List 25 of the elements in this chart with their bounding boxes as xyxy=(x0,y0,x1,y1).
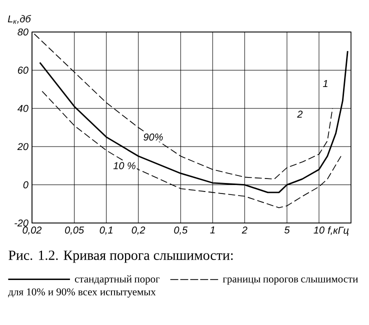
annotation: 10 % xyxy=(113,162,136,170)
x-tick-label: 2 xyxy=(242,226,248,234)
y-axis-title: L$_{к}$,дб xyxy=(8,15,32,24)
y-tick-label: 20 xyxy=(17,143,28,150)
x-tick-label: 0,02 xyxy=(22,226,42,235)
x-axis-title: f,кГц xyxy=(328,226,349,236)
text: границы порогов слышимости xyxy=(222,277,358,285)
y-tick-label: 0 xyxy=(23,181,28,188)
x-tick-label: 1 xyxy=(210,226,215,234)
annotation: 1 xyxy=(322,80,328,87)
annotation: 2 xyxy=(297,110,303,118)
y-tick-label: -20 xyxy=(14,219,28,227)
y-tick-label: 80 xyxy=(18,28,28,36)
y-tick-label: 60 xyxy=(18,66,28,74)
x-tick-label: 5 xyxy=(284,226,290,234)
y-tick-label: 40 xyxy=(17,104,28,112)
legend-label: стандартный порог xyxy=(74,275,160,285)
x-tick-label: 0,05 xyxy=(65,226,84,235)
x-tick-label: 10 xyxy=(314,226,324,234)
x-tick-label: 0,5 xyxy=(174,226,188,235)
x-tick-label: 0,2 xyxy=(132,226,146,235)
text: для 10% и 90% всех испытуемых xyxy=(8,288,156,298)
annotation: 90% xyxy=(144,134,163,141)
x-tick-label: 0,1 xyxy=(100,226,112,235)
text: Рис. 1.2. Кривая порога слышимости: xyxy=(8,250,233,263)
